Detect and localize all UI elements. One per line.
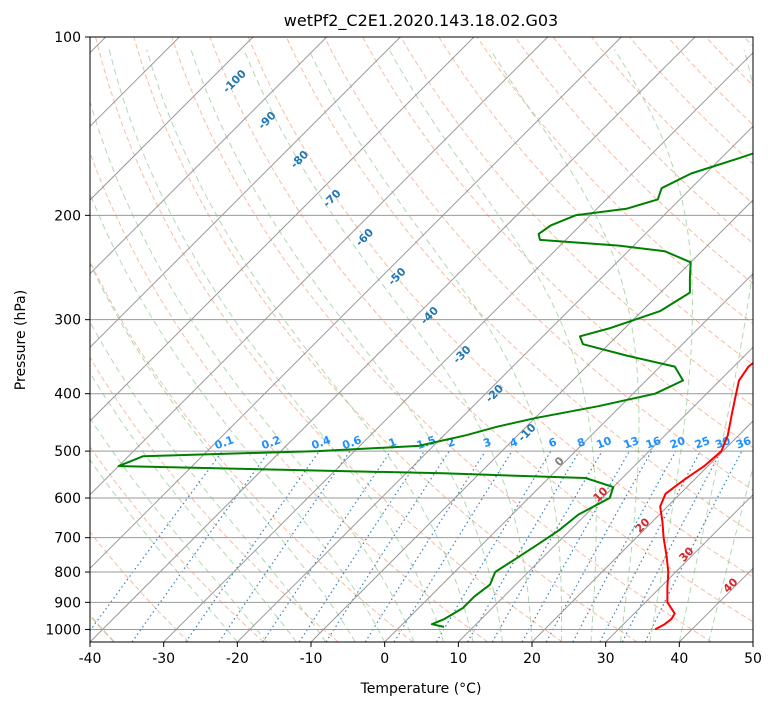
dry-adiabat-line — [19, 37, 413, 642]
x-tick-label: 30 — [597, 651, 615, 667]
isotherm-gridline — [385, 37, 775, 642]
mixing-ratio-label: 6 — [547, 435, 559, 450]
mixing-ratio-line — [546, 451, 651, 642]
x-tick-label: 40 — [670, 651, 688, 667]
y-tick-label: 700 — [54, 531, 81, 547]
mixing-ratio-line — [132, 451, 269, 642]
dry-adiabat-line — [0, 37, 263, 642]
y-tick-label: 600 — [54, 491, 81, 507]
mixing-ratio-line — [645, 451, 742, 642]
mixing-ratio-label: 10 — [595, 434, 614, 452]
moist-adiabat-label: 10 — [591, 484, 611, 504]
mixing-ratio-line — [299, 451, 424, 642]
moist-adiabat-line — [49, 50, 385, 642]
mixing-ratio-line — [468, 451, 580, 642]
dry-adiabat-line — [58, 37, 488, 642]
y-tick-label: 200 — [54, 208, 81, 224]
mixing-ratio-label: 8 — [575, 435, 587, 450]
x-tick-label: -40 — [79, 651, 102, 667]
y-tick-label: 900 — [54, 595, 81, 611]
dry-adiabat-line — [515, 37, 775, 642]
isotherm-gridline — [458, 37, 775, 642]
isotherm-gridline — [532, 37, 775, 642]
dewpoint-profile — [119, 37, 775, 627]
y-tick-label: 1000 — [45, 622, 81, 638]
y-tick-label: 400 — [54, 387, 81, 403]
moist-adiabat-line — [24, 50, 356, 642]
moist-adiabat-line — [244, 50, 532, 642]
isotherm-gridline — [0, 37, 474, 642]
mixing-ratio-line — [263, 451, 391, 642]
dry-adiabat-label: -100 — [220, 67, 249, 96]
moist-adiabat-line — [191, 50, 503, 642]
plot-frame — [90, 37, 753, 642]
dry-adiabat-label: -90 — [255, 109, 278, 132]
isotherm-gridline — [0, 37, 253, 642]
isotherm-gridline — [753, 37, 775, 642]
mixing-ratio-label: 0.1 — [213, 433, 236, 452]
x-tick-label: 50 — [744, 651, 762, 667]
dry-adiabat-line — [553, 37, 775, 642]
moist-adiabat-label: 40 — [721, 575, 741, 595]
x-tick-label: 10 — [449, 651, 467, 667]
y-tick-label: 800 — [54, 565, 81, 581]
isotherm-gridline — [0, 37, 327, 642]
background-lines — [0, 37, 775, 642]
moist-adiabat-label: 20 — [633, 515, 653, 535]
moist-adiabat-line — [0, 50, 237, 642]
x-tick-label: -20 — [226, 651, 249, 667]
mixing-ratio-label: 3 — [481, 435, 493, 450]
isotherm-gridline — [16, 37, 621, 642]
dry-adiabat-line — [744, 37, 775, 642]
mixing-ratio-line — [219, 451, 350, 642]
mixing-ratio-label: 0.2 — [260, 433, 283, 452]
mixing-ratio-line — [326, 451, 449, 642]
dry-adiabat-line — [706, 37, 775, 642]
mixing-ratio-line — [82, 451, 223, 642]
x-axis-title: Temperature (°C) — [360, 681, 482, 697]
y-tick-label: 500 — [54, 444, 81, 460]
dry-adiabat-label: -80 — [288, 148, 311, 171]
dry-adiabat-label: -50 — [385, 265, 408, 288]
dry-adiabat-label: -60 — [353, 226, 376, 249]
y-axis-title: Pressure (hPa) — [13, 290, 29, 390]
mixing-ratio-label: 13 — [622, 434, 641, 451]
x-tick-label: -30 — [152, 651, 175, 667]
isotherm-gridline — [90, 37, 695, 642]
dry-adiabat-line — [134, 37, 637, 642]
moist-adiabat-label: 30 — [677, 544, 697, 564]
x-tick-label: 20 — [523, 651, 541, 667]
y-tick-label: 100 — [54, 30, 81, 46]
moist-adiabat-line — [709, 50, 775, 642]
moist-adiabat-line — [0, 50, 267, 642]
dry-adiabat-line — [363, 37, 775, 642]
chart-title: wetPf2_C2E1.2020.143.18.02.G03 — [284, 11, 558, 31]
dry-adiabat-label: -30 — [450, 343, 473, 366]
mixing-ratio-label: 25 — [693, 434, 712, 451]
moist-adiabat-line — [109, 50, 443, 642]
mixing-ratio-label: 0.4 — [310, 433, 333, 452]
dry-adiabat-label: -70 — [320, 187, 343, 210]
moist-adiabat-line — [1, 50, 326, 642]
isotherm-gridline — [164, 37, 769, 642]
mixing-ratio-label: 20 — [668, 434, 687, 452]
dry-adiabat-line — [0, 37, 338, 642]
y-tick-label: 300 — [54, 313, 81, 329]
x-tick-label: -10 — [300, 651, 323, 667]
mixing-ratio-label: 16 — [644, 434, 663, 452]
isotherm-gridline — [0, 37, 400, 642]
dry-adiabat-label: -20 — [483, 382, 506, 405]
isotherm-gridline — [237, 37, 775, 642]
dry-adiabat-line — [439, 37, 775, 642]
x-tick-label: 0 — [380, 651, 389, 667]
profiles — [119, 37, 775, 629]
